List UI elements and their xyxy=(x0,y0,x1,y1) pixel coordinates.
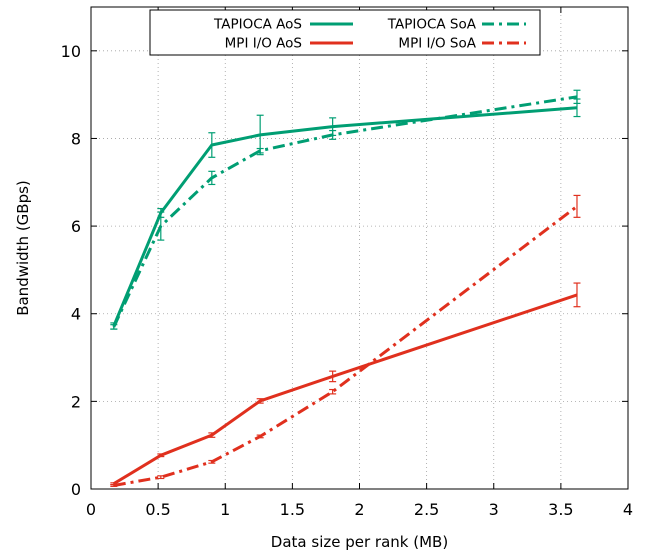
x-tick-label: 2 xyxy=(354,500,364,519)
error-bar-tapioca-soa xyxy=(208,170,216,186)
grid-lines xyxy=(91,7,628,489)
error-bar-tapioca-soa xyxy=(110,324,118,330)
y-tick-label: 4 xyxy=(71,305,81,324)
error-bar-tapioca-soa xyxy=(256,147,264,154)
error-bar-mpi-i-o-aos xyxy=(329,370,337,383)
error-bar-tapioca-soa xyxy=(573,89,581,105)
legend-label-tapioca-soa: TAPIOCA SoA xyxy=(387,17,477,33)
series-line-tapioca-soa xyxy=(112,95,578,328)
y-axis-title: Bandwidth (GBps) xyxy=(14,180,32,316)
axis-ticks: 0 0.5 1 1.5 2 2.5 3 3.5 4 0 2 4 6 8 10 xyxy=(61,7,633,519)
error-bar-mpi-i-o-soa xyxy=(208,459,216,464)
y-tick-label: 0 xyxy=(71,480,81,499)
error-bar-mpi-i-o-soa xyxy=(157,475,165,480)
error-bar-mpi-i-o-aos xyxy=(256,398,264,404)
error-bar-mpi-i-o-aos xyxy=(157,453,165,458)
legend-label-tapioca-aos: TAPIOCA AoS xyxy=(213,17,302,33)
x-tick-label: 1 xyxy=(220,500,230,519)
error-bar-mpi-i-o-aos xyxy=(208,432,216,438)
y-tick-label: 6 xyxy=(71,217,81,236)
y-tick-label: 2 xyxy=(71,392,81,411)
legend: TAPIOCA AoS TAPIOCA SoA MPI I/O AoS MPI I/O… xyxy=(149,9,541,56)
series-line-tapioca-aos xyxy=(112,106,578,327)
error-bar-tapioca-aos xyxy=(208,132,216,158)
series-line-mpi-i-o-soa xyxy=(113,205,578,487)
y-tick-label: 8 xyxy=(71,129,81,148)
error-bar-tapioca-soa xyxy=(157,211,165,241)
x-tick-label: 0 xyxy=(86,500,96,519)
error-bars xyxy=(110,89,581,487)
x-tick-label: 1.5 xyxy=(280,500,305,519)
x-tick-label: 3.5 xyxy=(548,500,573,519)
legend-box xyxy=(149,9,541,56)
error-bar-mpi-i-o-soa xyxy=(256,434,264,439)
x-axis-title: Data size per rank (MB) xyxy=(271,533,448,551)
error-bar-mpi-i-o-soa xyxy=(110,484,118,487)
error-bar-mpi-i-o-soa xyxy=(329,388,337,395)
error-bar-mpi-i-o-soa xyxy=(573,194,581,218)
x-tick-label: 0.5 xyxy=(145,500,170,519)
error-bar-tapioca-soa xyxy=(329,129,337,140)
x-tick-label: 2.5 xyxy=(414,500,439,519)
series-line-mpi-i-o-aos xyxy=(113,293,578,485)
x-tick-label: 3 xyxy=(489,500,499,519)
x-tick-label: 4 xyxy=(623,500,633,519)
series-lines xyxy=(112,95,578,487)
legend-label-mpi-i-o-soa: MPI I/O SoA xyxy=(398,36,476,52)
y-tick-label: 10 xyxy=(61,42,81,61)
legend-label-mpi-i-o-aos: MPI I/O AoS xyxy=(225,36,302,52)
error-bar-mpi-i-o-aos xyxy=(573,282,581,308)
